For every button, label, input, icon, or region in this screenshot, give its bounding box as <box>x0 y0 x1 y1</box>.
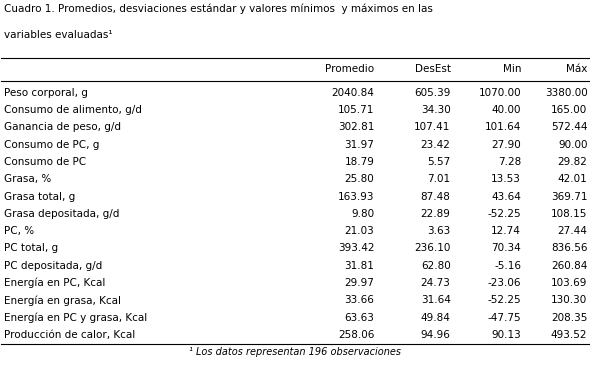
Text: Grasa total, g: Grasa total, g <box>4 191 76 202</box>
Text: -52.25: -52.25 <box>487 295 521 305</box>
Text: 572.44: 572.44 <box>551 122 588 132</box>
Text: 3380.00: 3380.00 <box>545 88 588 98</box>
Text: -23.06: -23.06 <box>487 278 521 288</box>
Text: ¹ Los datos representan 196 observaciones: ¹ Los datos representan 196 observacione… <box>189 347 401 356</box>
Text: 40.00: 40.00 <box>491 105 521 115</box>
Text: -52.25: -52.25 <box>487 209 521 219</box>
Text: 29.97: 29.97 <box>345 278 374 288</box>
Text: 90.13: 90.13 <box>491 330 521 340</box>
Text: Min: Min <box>503 64 521 74</box>
Text: 27.44: 27.44 <box>558 226 588 236</box>
Text: 34.30: 34.30 <box>421 105 451 115</box>
Text: 103.69: 103.69 <box>551 278 588 288</box>
Text: Producción de calor, Kcal: Producción de calor, Kcal <box>4 330 136 340</box>
Text: 130.30: 130.30 <box>551 295 588 305</box>
Text: Energía en PC, Kcal: Energía en PC, Kcal <box>4 278 106 288</box>
Text: 49.84: 49.84 <box>421 313 451 322</box>
Text: 493.52: 493.52 <box>551 330 588 340</box>
Text: DesEst: DesEst <box>415 64 451 74</box>
Text: 87.48: 87.48 <box>421 191 451 202</box>
Text: 7.28: 7.28 <box>498 157 521 167</box>
Text: Máx: Máx <box>566 64 588 74</box>
Text: 302.81: 302.81 <box>338 122 374 132</box>
Text: 5.57: 5.57 <box>427 157 451 167</box>
Text: 208.35: 208.35 <box>551 313 588 322</box>
Text: 260.84: 260.84 <box>551 261 588 271</box>
Text: 163.93: 163.93 <box>337 191 374 202</box>
Text: Consumo de alimento, g/d: Consumo de alimento, g/d <box>4 105 142 115</box>
Text: Grasa depositada, g/d: Grasa depositada, g/d <box>4 209 120 219</box>
Text: 105.71: 105.71 <box>338 105 374 115</box>
Text: -5.16: -5.16 <box>494 261 521 271</box>
Text: 108.15: 108.15 <box>551 209 588 219</box>
Text: 1070.00: 1070.00 <box>478 88 521 98</box>
Text: Ganancia de peso, g/d: Ganancia de peso, g/d <box>4 122 122 132</box>
Text: 70.34: 70.34 <box>491 243 521 253</box>
Text: 31.97: 31.97 <box>345 140 374 150</box>
Text: 369.71: 369.71 <box>551 191 588 202</box>
Text: 605.39: 605.39 <box>414 88 451 98</box>
Text: 101.64: 101.64 <box>485 122 521 132</box>
Text: 24.73: 24.73 <box>421 278 451 288</box>
Text: 13.53: 13.53 <box>491 174 521 184</box>
Text: 165.00: 165.00 <box>551 105 588 115</box>
Text: 42.01: 42.01 <box>558 174 588 184</box>
Text: variables evaluadas¹: variables evaluadas¹ <box>4 30 113 41</box>
Text: Energía en PC y grasa, Kcal: Energía en PC y grasa, Kcal <box>4 312 148 323</box>
Text: Consumo de PC, g: Consumo de PC, g <box>4 140 100 150</box>
Text: 22.89: 22.89 <box>421 209 451 219</box>
Text: Energía en grasa, Kcal: Energía en grasa, Kcal <box>4 295 122 306</box>
Text: Peso corporal, g: Peso corporal, g <box>4 88 88 98</box>
Text: 25.80: 25.80 <box>345 174 374 184</box>
Text: Grasa, %: Grasa, % <box>4 174 51 184</box>
Text: 63.63: 63.63 <box>345 313 374 322</box>
Text: 33.66: 33.66 <box>345 295 374 305</box>
Text: 836.56: 836.56 <box>551 243 588 253</box>
Text: PC, %: PC, % <box>4 226 34 236</box>
Text: Cuadro 1. Promedios, desviaciones estándar y valores mínimos  y máximos en las: Cuadro 1. Promedios, desviaciones estánd… <box>4 3 433 14</box>
Text: 258.06: 258.06 <box>338 330 374 340</box>
Text: 2040.84: 2040.84 <box>332 88 374 98</box>
Text: 236.10: 236.10 <box>414 243 451 253</box>
Text: 7.01: 7.01 <box>428 174 451 184</box>
Text: 3.63: 3.63 <box>427 226 451 236</box>
Text: 31.81: 31.81 <box>345 261 374 271</box>
Text: 107.41: 107.41 <box>414 122 451 132</box>
Text: 94.96: 94.96 <box>421 330 451 340</box>
Text: 23.42: 23.42 <box>421 140 451 150</box>
Text: 43.64: 43.64 <box>491 191 521 202</box>
Text: PC total, g: PC total, g <box>4 243 58 253</box>
Text: 31.64: 31.64 <box>421 295 451 305</box>
Text: 62.80: 62.80 <box>421 261 451 271</box>
Text: 29.82: 29.82 <box>558 157 588 167</box>
Text: Promedio: Promedio <box>325 64 374 74</box>
Text: 18.79: 18.79 <box>345 157 374 167</box>
Text: 27.90: 27.90 <box>491 140 521 150</box>
Text: 12.74: 12.74 <box>491 226 521 236</box>
Text: 90.00: 90.00 <box>558 140 588 150</box>
Text: 21.03: 21.03 <box>345 226 374 236</box>
Text: Consumo de PC: Consumo de PC <box>4 157 87 167</box>
Text: 393.42: 393.42 <box>337 243 374 253</box>
Text: PC depositada, g/d: PC depositada, g/d <box>4 261 103 271</box>
Text: 9.80: 9.80 <box>351 209 374 219</box>
Text: -47.75: -47.75 <box>487 313 521 322</box>
